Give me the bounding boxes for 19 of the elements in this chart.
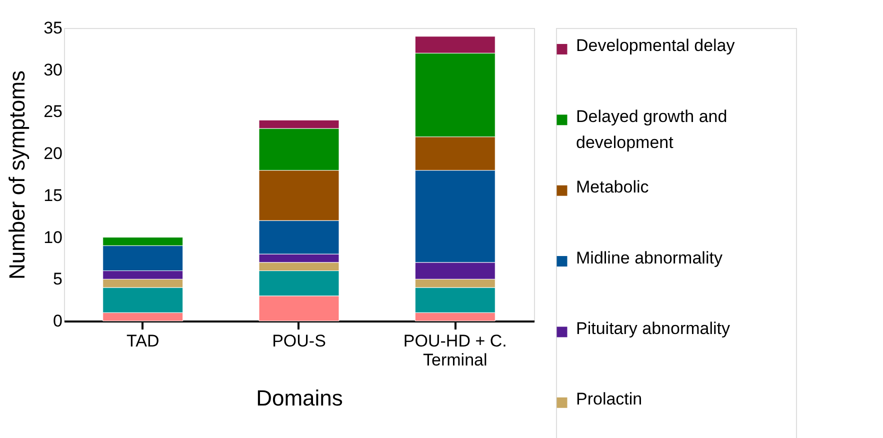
y-tick-label: 5: [53, 270, 62, 289]
y-tick-label: 20: [44, 144, 62, 164]
legend-label: Pituitary abnormality: [576, 318, 731, 338]
y-tick-label: 35: [44, 18, 62, 38]
y-axis-title: Number of symptoms: [4, 70, 30, 280]
legend-label: Developmental delay: [576, 36, 736, 56]
legend-label: Metabolic: [576, 178, 650, 197]
legend-label: Delayed growth and development: [576, 106, 728, 152]
y-tick-label: 15: [44, 186, 62, 205]
y-tick-label: 25: [44, 102, 62, 122]
y-tick-label: 10: [44, 228, 62, 247]
y-tick-label: 30: [44, 60, 62, 80]
x-axis-title: Domains: [256, 386, 343, 410]
x-tick-label: TAD: [126, 332, 160, 350]
legend-label: Prolactin: [576, 390, 642, 409]
y-tick-label: 0: [53, 312, 62, 330]
x-tick-label: POU-S: [272, 332, 326, 350]
x-tick-label: POU-HD + C. Terminal: [403, 332, 507, 370]
legend-label: Midline abnormality: [576, 248, 723, 268]
